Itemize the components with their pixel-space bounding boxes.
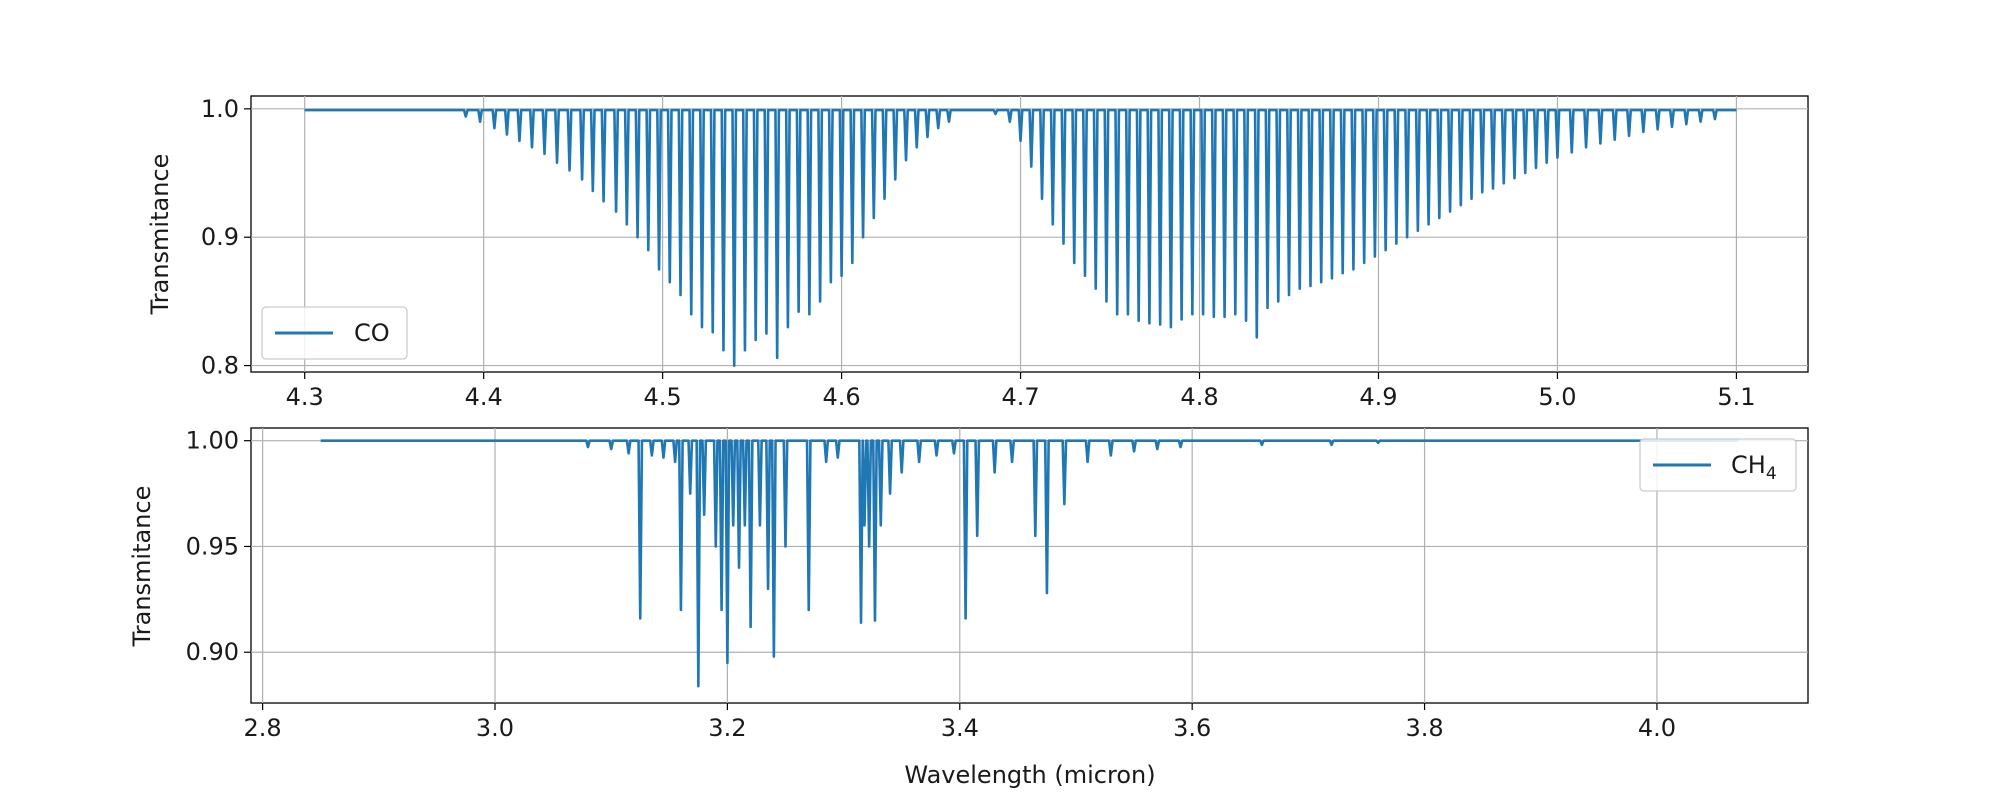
spectrum-line xyxy=(320,439,1739,688)
x-tick-label: 3.6 xyxy=(1173,714,1211,742)
ch4-series-line xyxy=(320,439,1739,688)
x-tick-label: 2.8 xyxy=(244,714,282,742)
x-tick-label: 3.0 xyxy=(476,714,514,742)
x-tick-label: 3.8 xyxy=(1405,714,1443,742)
ch4-plot-area xyxy=(250,427,1809,704)
ch4-y-axis-label: Transmitance xyxy=(128,486,156,648)
ch4-legend: CH4 xyxy=(1639,438,1797,492)
x-tick-label: 5.1 xyxy=(1717,383,1755,411)
x-tick-label: 4.6 xyxy=(823,383,861,411)
x-tick-label: 4.3 xyxy=(286,383,324,411)
co-panel: 4.3 4.4 4.5 4.6 4.7 4.8 4.9 5.0 5.1 0.8 0.9 1.0 Tr… xyxy=(146,95,1809,411)
y-tick-label: 1.0 xyxy=(201,95,239,123)
spectrum-line xyxy=(304,108,1737,367)
y-tick-label: 0.90 xyxy=(186,638,239,666)
ch4-legend-label: CH4 xyxy=(1731,451,1777,484)
co-x-axis: 4.3 4.4 4.5 4.6 4.7 4.8 4.9 5.0 5.1 xyxy=(286,372,1755,411)
co-y-axis: 0.8 0.9 1.0 xyxy=(201,95,251,380)
x-tick-label: 4.7 xyxy=(1001,383,1039,411)
co-legend-box xyxy=(261,306,408,360)
ch4-x-axis: 2.8 3.0 3.2 3.4 3.6 3.8 4.0 xyxy=(244,703,1676,742)
co-legend-label: CO xyxy=(354,319,390,347)
x-tick-label: 4.9 xyxy=(1359,383,1397,411)
ch4-legend-box xyxy=(1639,438,1797,492)
x-tick-label: 4.4 xyxy=(465,383,503,411)
y-tick-label: 1.00 xyxy=(186,427,239,455)
co-legend: CO xyxy=(261,306,408,360)
y-tick-label: 0.8 xyxy=(201,352,239,380)
ch4-panel: 2.8 3.0 3.2 3.4 3.6 3.8 4.0 0.90 0.95 1.00 Trans… xyxy=(128,427,1809,789)
co-y-axis-label: Transmitance xyxy=(146,154,174,316)
x-tick-label: 4.8 xyxy=(1180,383,1218,411)
x-tick-label: 4.0 xyxy=(1638,714,1676,742)
x-tick-label: 4.5 xyxy=(644,383,682,411)
y-tick-label: 0.95 xyxy=(186,532,239,560)
x-tick-label: 5.0 xyxy=(1538,383,1576,411)
ch4-x-axis-label: Wavelength (micron) xyxy=(904,761,1155,789)
ch4-y-axis: 0.90 0.95 1.00 xyxy=(186,427,251,666)
y-tick-label: 0.9 xyxy=(201,223,239,251)
x-tick-label: 3.2 xyxy=(708,714,746,742)
x-tick-label: 3.4 xyxy=(941,714,979,742)
co-series-line xyxy=(304,108,1737,367)
